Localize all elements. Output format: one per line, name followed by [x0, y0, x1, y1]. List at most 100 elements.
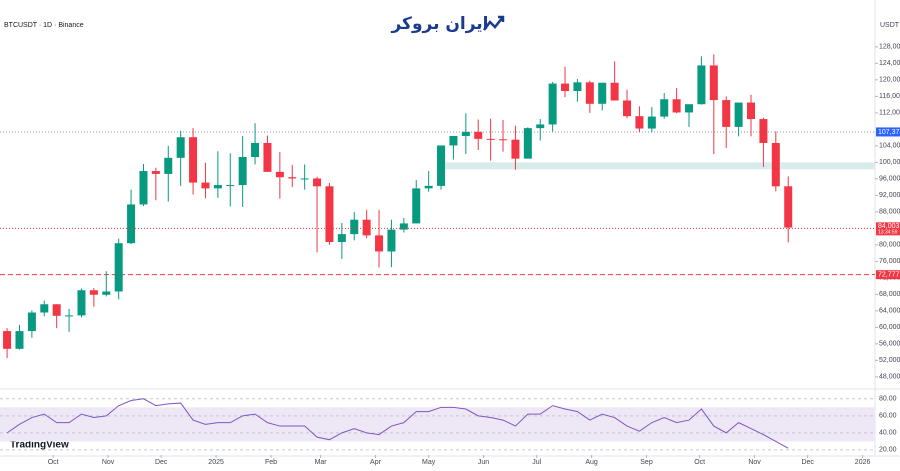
x-tick-label: Apr [370, 459, 382, 466]
x-tick-label: Aug [585, 459, 598, 466]
y-tick-label: 60,000 [879, 324, 900, 331]
x-tick-label: May [422, 459, 436, 466]
x-tick-label: Nov [748, 459, 761, 466]
candle-body [325, 186, 334, 242]
x-tick-label: Jul [532, 459, 541, 466]
y-tick-label: 88,000 [879, 209, 900, 216]
y-tick-label: 120,000 [879, 77, 900, 84]
y-tick-label: 100,000 [879, 159, 900, 166]
currency: USDT [880, 22, 900, 29]
candle-body [461, 131, 470, 136]
candle-body [27, 312, 36, 332]
candle-body [685, 104, 694, 113]
candle-body [300, 178, 309, 180]
candle-body [114, 243, 123, 292]
candle-body [102, 291, 111, 295]
candle-body [288, 177, 297, 179]
candle-body [437, 145, 446, 186]
y-tick-label: 68,000 [879, 291, 900, 298]
y-tick-label: 52,000 [879, 357, 900, 364]
candle-body [747, 102, 756, 120]
candle-body [759, 119, 768, 143]
candle-body [337, 234, 346, 242]
level-box [876, 270, 900, 280]
candle-body [474, 131, 483, 139]
x-tick-label: Oct [48, 459, 59, 466]
candle-body [499, 139, 508, 141]
logo-text: ایران بروکر [390, 14, 488, 34]
candle-body [139, 171, 148, 205]
candle-body [3, 331, 12, 349]
rsi-band [0, 407, 875, 442]
candle-body [697, 65, 706, 105]
candle-body [89, 290, 98, 295]
rsi-tick-label: 20.00 [879, 447, 897, 454]
y-tick-label: 124,000 [879, 60, 900, 67]
candle-body [660, 99, 669, 117]
rsi-line [6, 398, 789, 449]
candle-body [201, 182, 210, 189]
candle-body [623, 100, 632, 117]
x-tick-label: 2026 [855, 459, 871, 466]
x-tick-label: Feb [265, 459, 277, 466]
x-tick-label: Dec [801, 459, 814, 466]
level-label: 72,777 [878, 272, 900, 279]
candle-body [511, 139, 520, 159]
candle-body [275, 171, 284, 178]
candle-body [709, 65, 718, 101]
candle-body [213, 185, 222, 189]
candle-body [573, 82, 582, 92]
candle-body [40, 304, 49, 313]
candle-body [598, 82, 607, 104]
candle-body [387, 229, 396, 252]
candle-body [784, 186, 793, 228]
candle-body [672, 99, 681, 113]
candle-body [771, 142, 780, 187]
countdown: 13:34:59 [878, 230, 898, 236]
zone [444, 162, 875, 170]
current-price-label: 84,003 [878, 223, 900, 230]
candle-body [375, 235, 384, 252]
candle-body [536, 124, 545, 129]
x-tick-label: 2025 [208, 459, 224, 466]
x-tick-label: Dec [155, 459, 168, 466]
x-tick-label: Sep [640, 459, 653, 466]
candle-body [722, 100, 731, 127]
candle-body [399, 223, 408, 230]
candle-body [647, 116, 656, 129]
candle-body [226, 185, 235, 187]
candle-body [734, 102, 743, 127]
x-tick-label: Nov [102, 459, 115, 466]
rsi-tick-label: 80.00 [879, 396, 897, 403]
candle-body [313, 178, 322, 187]
candle-body [65, 315, 74, 317]
candle-body [151, 171, 160, 174]
rsi-tick-label: 60.00 [879, 413, 897, 420]
candle-body [189, 137, 198, 183]
x-tick-label: Jun [478, 459, 489, 466]
candle-body [523, 128, 532, 159]
y-tick-label: 48,000 [879, 374, 900, 381]
candle-body [424, 185, 433, 189]
candle-body [610, 82, 619, 101]
candle-body [449, 135, 458, 146]
candle-body [635, 116, 644, 129]
candle-body [127, 204, 136, 244]
candle-body [548, 83, 557, 125]
x-tick-label: Oct [694, 459, 705, 466]
y-tick-label: 112,000 [879, 110, 900, 117]
y-tick-label: 96,000 [879, 176, 900, 183]
y-tick-label: 56,000 [879, 341, 900, 348]
candle-body [238, 157, 247, 186]
rsi-tick-label: 40.00 [879, 430, 897, 437]
candle-body [164, 157, 173, 174]
watermark: TradingView [10, 440, 69, 451]
y-tick-label: 80,000 [879, 242, 900, 249]
chart-title: BTCUSDT · 1D · Binance [4, 22, 84, 29]
level-label: 107,373 [878, 129, 900, 136]
candle-body [15, 331, 24, 349]
logo-icon [483, 15, 505, 31]
x-tick-label: Mar [315, 459, 328, 466]
candle-body [412, 188, 421, 224]
